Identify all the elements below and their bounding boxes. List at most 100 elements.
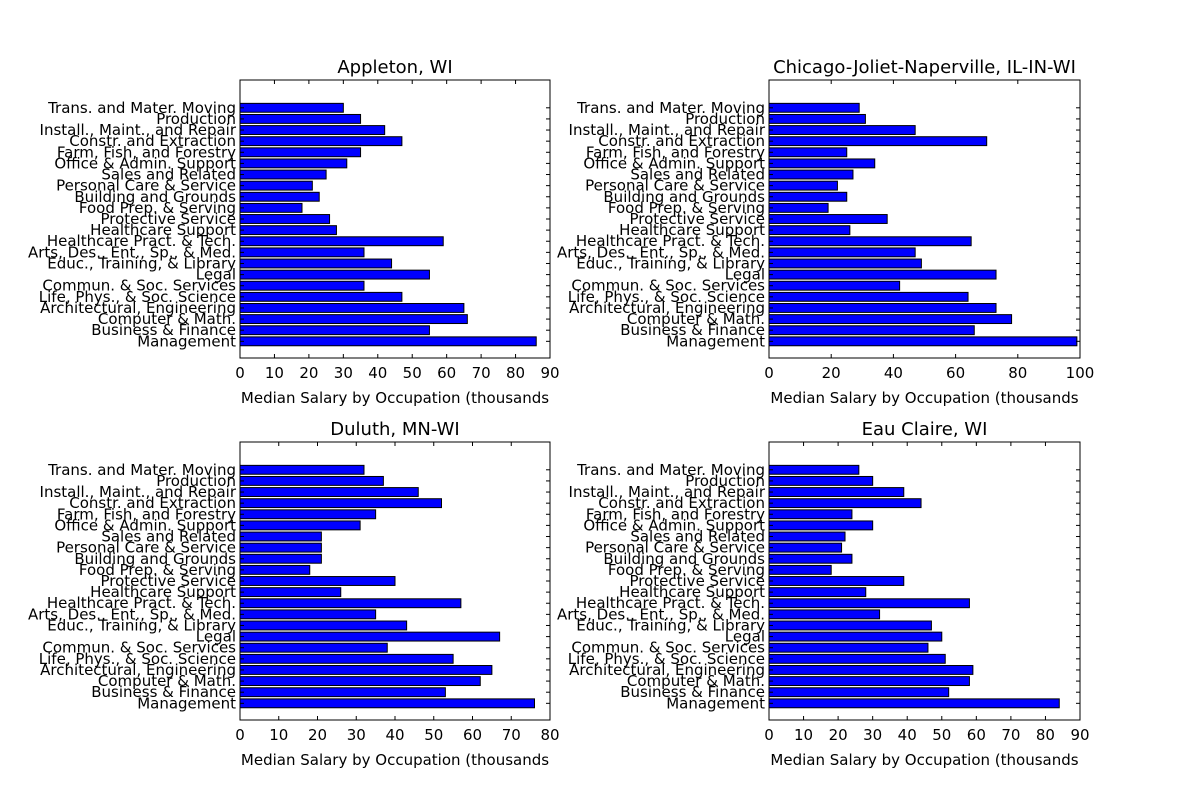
category-label: Farm, Fish, and Forestry [57, 143, 236, 161]
category-label: Healthcare Pract. & Tech. [576, 232, 765, 250]
bar [768, 598, 970, 609]
x-tick-label: 20 [822, 364, 841, 382]
category-label: Healthcare Support [90, 583, 236, 601]
plot-frame [768, 441, 1081, 721]
bar [239, 509, 377, 520]
category-label: Trans. and Mater. Moving [47, 461, 236, 479]
bar [239, 620, 408, 631]
bar [768, 258, 922, 269]
bar [239, 542, 322, 553]
category-label: Architectural, Engineering [40, 299, 236, 317]
category-label: Commun. & Soc. Services [571, 277, 765, 295]
bar [768, 191, 848, 202]
category-label: Protective Service [100, 572, 236, 590]
bar [239, 191, 320, 202]
x-tick-label: 50 [932, 726, 951, 744]
x-tick-label: 100 [1066, 364, 1095, 382]
bar [768, 687, 950, 698]
bar [768, 698, 1060, 709]
x-axis-label: Median Salary by Occupation (thousands [241, 751, 549, 769]
bar [768, 202, 829, 213]
category-label: Constr. and Extraction [598, 494, 765, 512]
bar [768, 314, 1013, 325]
category-label: Management [666, 694, 765, 712]
bar [239, 698, 535, 709]
category-label: Food Prep. & Serving [608, 561, 765, 579]
category-label: Commun. & Soc. Services [42, 639, 236, 657]
bar [768, 576, 905, 586]
x-tick-label: 80 [506, 364, 525, 382]
category-label: Trans. and Mater. Moving [576, 99, 765, 117]
x-tick-label: 10 [794, 726, 813, 744]
category-label: Protective Service [629, 572, 765, 590]
category-label: Architectural, Engineering [569, 299, 765, 317]
bar [768, 169, 854, 180]
bar [239, 631, 501, 642]
category-label: Protective Service [100, 210, 236, 228]
bar [768, 487, 905, 497]
x-tick-label: 50 [424, 726, 443, 744]
bar [768, 180, 838, 191]
category-label: Personal Care & Service [56, 177, 236, 195]
bar [768, 620, 932, 631]
bar [768, 587, 867, 598]
x-tick-label: 80 [1036, 726, 1055, 744]
category-label: Life, Phys., & Soc. Science [39, 650, 236, 668]
chart-title: Chicago-Joliet-Naperville, IL-IN-WI [773, 57, 1076, 78]
bar [768, 291, 969, 302]
bar [768, 475, 874, 486]
bar [239, 598, 462, 609]
bar [768, 113, 866, 124]
category-label: Business & Finance [620, 321, 765, 339]
x-tick-label: 0 [764, 726, 774, 744]
bar [239, 325, 430, 336]
bar [768, 553, 853, 564]
category-label: Healthcare Support [90, 221, 236, 239]
bar [768, 102, 860, 113]
category-label: Life, Phys., & Soc. Science [39, 288, 236, 306]
x-tick-label: 10 [269, 726, 288, 744]
x-tick-label: 80 [1008, 364, 1027, 382]
category-label: Management [137, 694, 236, 712]
category-label: Install., Maint., and Repair [40, 483, 237, 501]
bar [768, 509, 853, 520]
x-tick-label: 20 [308, 726, 327, 744]
bar [768, 136, 988, 147]
bar [239, 531, 322, 542]
category-label: Building and Grounds [603, 550, 765, 568]
bar [239, 125, 386, 135]
bar [239, 180, 313, 191]
bar [239, 225, 337, 236]
bar [239, 291, 403, 302]
category-label: Legal [196, 628, 236, 646]
category-label: Commun. & Soc. Services [42, 277, 236, 295]
category-label: Educ., Training, & Library [47, 616, 236, 634]
x-tick-label: 30 [334, 364, 353, 382]
bar [239, 136, 403, 147]
category-label: Healthcare Pract. & Tech. [47, 232, 236, 250]
category-label: Install., Maint., and Repair [569, 121, 766, 139]
bar [239, 676, 481, 687]
bar [239, 642, 388, 653]
category-label: Farm, Fish, and Forestry [57, 505, 236, 523]
bar [239, 169, 327, 180]
bar [239, 236, 444, 247]
category-label: Arts, Des., Ent., Sp., & Med. [557, 243, 765, 261]
bar [239, 280, 365, 291]
category-label: Sales and Related [101, 166, 236, 184]
bar [239, 247, 365, 258]
category-label: Office & Admin. Support [583, 154, 765, 172]
x-tick-label: 0 [235, 726, 245, 744]
chart-title: Duluth, MN-WI [330, 419, 459, 440]
bar [239, 653, 454, 664]
bar [239, 553, 322, 564]
bar [768, 336, 1078, 347]
bar [768, 542, 843, 553]
category-label: Sales and Related [101, 528, 236, 546]
bar [239, 102, 344, 113]
bar [768, 325, 975, 336]
category-label: Food Prep. & Serving [79, 199, 236, 217]
category-label: Legal [725, 628, 765, 646]
category-label: Protective Service [629, 210, 765, 228]
